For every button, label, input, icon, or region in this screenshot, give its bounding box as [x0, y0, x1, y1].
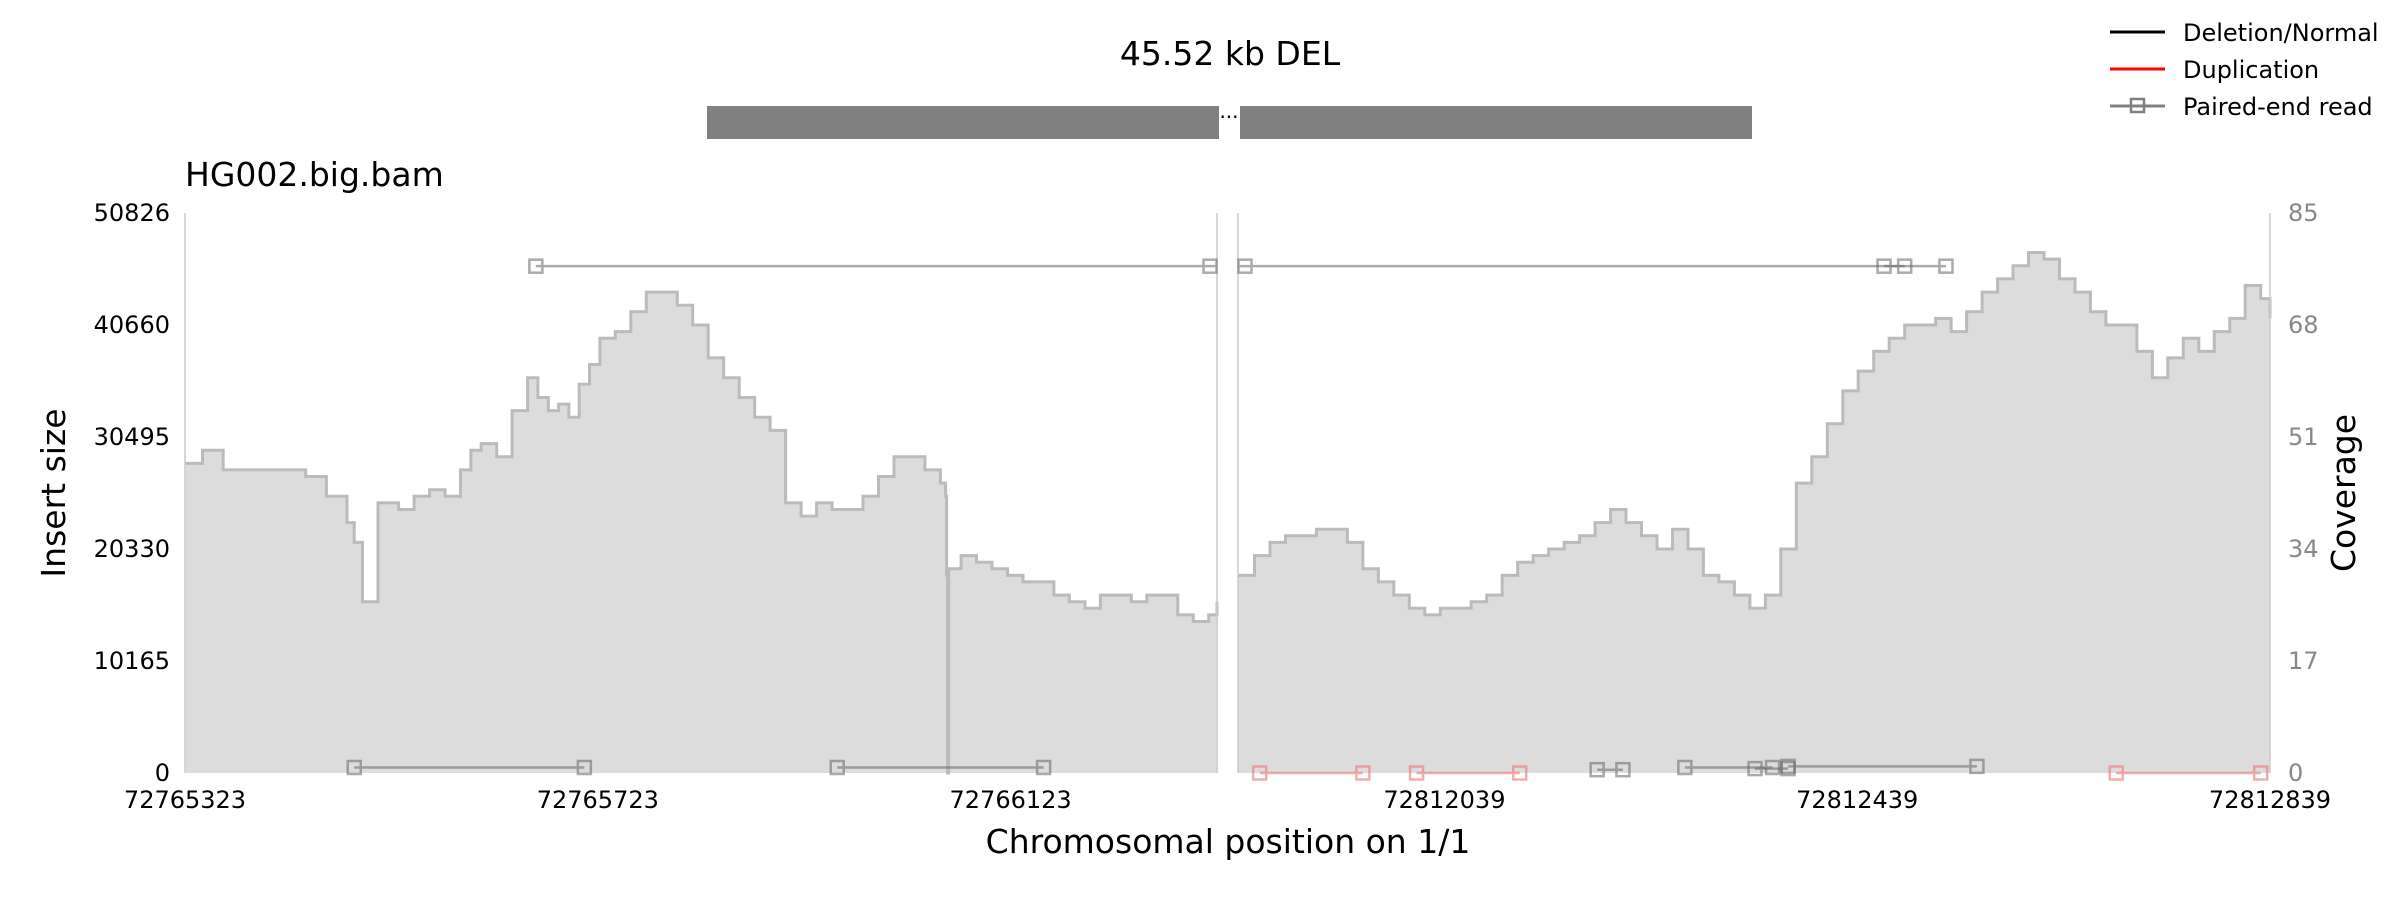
- chart-title: 45.52 kb DEL: [1120, 34, 1341, 73]
- read-marker: [346, 759, 362, 776]
- read-marker: [1035, 759, 1052, 776]
- read-marker: [576, 759, 593, 776]
- paired-end-read: [346, 759, 593, 776]
- sv-break-marker: ···: [1219, 105, 1238, 129]
- x-tick-label: 72812839: [2209, 786, 2331, 814]
- plot-panels: 72765323 72765723 72766123 72812039 72812439…: [124, 213, 2331, 814]
- coverage-area-1: [185, 292, 1217, 773]
- legend: Deletion/Normal Duplication Paired-end r…: [2110, 19, 2379, 121]
- read-marker: [2252, 765, 2269, 781]
- read-marker: [1969, 758, 1985, 775]
- read-marker: [1780, 758, 1796, 775]
- x-tick-label: 72812039: [1383, 786, 1505, 814]
- legend-label-deletion-normal: Deletion/Normal: [2183, 19, 2379, 47]
- paired-end-read: [1589, 761, 1631, 778]
- paired-end-read: [1251, 765, 1371, 781]
- coverage-line-1: [185, 290, 1219, 775]
- read-marker: [1202, 258, 1218, 274]
- y-axis-right: 0 17 34 51 68 85: [2288, 199, 2319, 787]
- y-tick-label-left: 50826: [94, 199, 170, 227]
- y-tick-label-left: 40660: [94, 311, 170, 339]
- x-tick-label: 72765723: [537, 786, 659, 814]
- x-axis-label: Chromosomal position on 1/1: [986, 822, 1471, 861]
- read-marker: [1408, 765, 1425, 781]
- y-axis-label-right: Coverage: [2324, 414, 2363, 572]
- read-marker: [1876, 258, 1892, 274]
- y-tick-label-right: 17: [2288, 647, 2319, 675]
- read-marker: [1677, 759, 1693, 776]
- read-marker: [1237, 258, 1253, 274]
- sv-bar-left: [707, 106, 1219, 139]
- y-tick-label-left: 0: [155, 759, 170, 787]
- panel-1: 72765323 72765723 72766123: [124, 213, 1219, 814]
- panel-2: 72812039 72812439 72812839: [1237, 213, 2331, 814]
- paired-end-read: [1876, 258, 1954, 274]
- read-marker: [1747, 760, 1763, 777]
- sv-bar-right: [1240, 106, 1752, 139]
- read-marker: [829, 759, 845, 776]
- y-axis-label-left: Insert size: [34, 408, 73, 577]
- y-tick-label-right: 34: [2288, 535, 2319, 563]
- read-marker: [1251, 765, 1268, 781]
- x-tick-label: 72812439: [1796, 786, 1918, 814]
- read-marker: [1615, 761, 1631, 778]
- read-marker: [1511, 765, 1528, 781]
- legend-marker-paired-end-read: [2129, 97, 2146, 114]
- paired-end-read: [528, 258, 1218, 274]
- paired-end-read: [829, 759, 1052, 776]
- sample-label: HG002.big.bam: [185, 155, 444, 194]
- legend-label-duplication: Duplication: [2183, 56, 2319, 84]
- read-marker: [2108, 765, 2124, 781]
- y-tick-label-left: 20330: [94, 535, 170, 563]
- read-marker: [1938, 258, 1954, 274]
- read-marker: [1589, 761, 1605, 778]
- y-axis-left: 0 10165 20330 30495 40660 50826: [94, 199, 170, 787]
- y-tick-label-left: 30495: [94, 423, 170, 451]
- read-marker: [1355, 765, 1371, 781]
- coverage-line-2: [1238, 251, 2272, 617]
- coverage-area-2: [1238, 252, 2270, 773]
- y-tick-label-right: 68: [2288, 311, 2319, 339]
- x-tick-label: 72766123: [950, 786, 1072, 814]
- y-tick-label-left: 10165: [94, 647, 170, 675]
- x-tick-label: 72765323: [124, 786, 246, 814]
- paired-end-read: [1408, 765, 1528, 781]
- y-tick-label-right: 51: [2288, 423, 2319, 451]
- paired-end-read: [2108, 765, 2269, 781]
- read-marker: [528, 258, 544, 274]
- legend-label-paired-end-read: Paired-end read: [2183, 93, 2373, 121]
- y-tick-label-right: 85: [2288, 199, 2319, 227]
- paired-end-read: [1237, 258, 1913, 274]
- y-tick-label-right: 0: [2288, 759, 2303, 787]
- paired-end-read: [1780, 758, 1985, 775]
